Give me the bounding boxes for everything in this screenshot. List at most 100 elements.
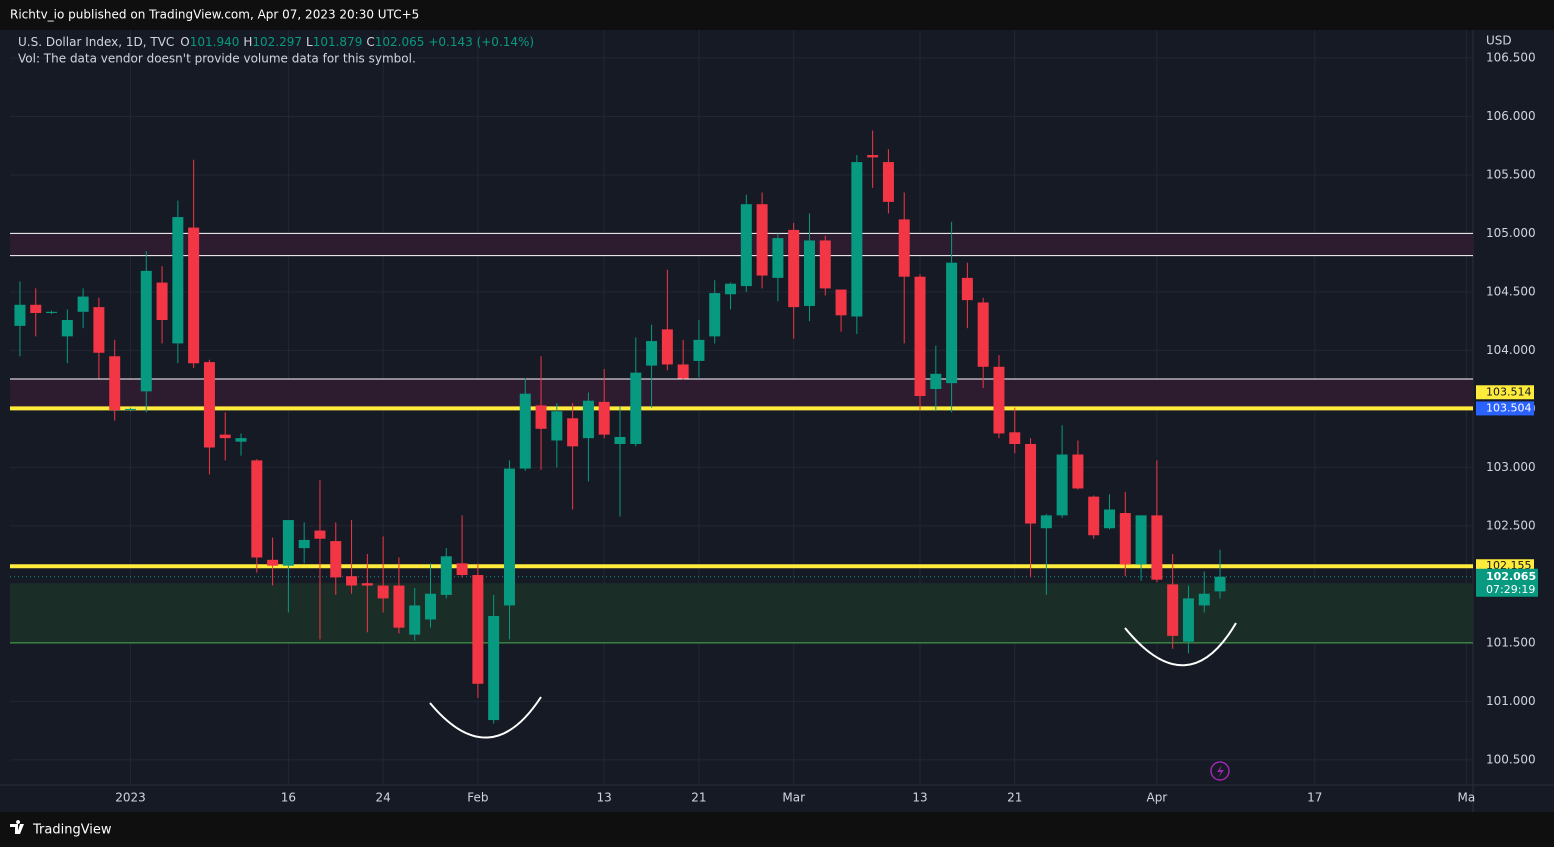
candle-body xyxy=(788,229,800,308)
candle-body xyxy=(203,362,215,448)
x-tick-label: 21 xyxy=(691,791,706,805)
candle-body xyxy=(314,530,326,539)
candle-body xyxy=(346,576,358,586)
candle-body xyxy=(598,401,610,435)
candle-body xyxy=(519,393,531,469)
candle-body xyxy=(1182,598,1194,642)
candle-body xyxy=(1135,515,1147,565)
legend-o-label: O xyxy=(180,35,189,49)
candle-body xyxy=(1025,443,1037,524)
candle-body xyxy=(61,319,73,337)
legend-o: 101.940 xyxy=(190,35,240,49)
y-tick-label: 105.000 xyxy=(1486,226,1536,240)
candle-body xyxy=(298,539,310,549)
candle-body xyxy=(882,162,894,202)
candle-body xyxy=(819,240,831,289)
candle-body xyxy=(1214,576,1226,592)
candle-body xyxy=(488,615,500,721)
y-tick-label: 106.500 xyxy=(1486,50,1536,64)
candle-body xyxy=(914,276,926,397)
candle-body xyxy=(1009,432,1021,444)
price-tag-box xyxy=(1476,401,1534,416)
y-tick-label: 100.500 xyxy=(1486,752,1536,766)
candle-body xyxy=(282,520,294,566)
candle-body xyxy=(46,311,58,313)
legend-c: 102.065 xyxy=(375,35,425,49)
arc-drawing xyxy=(429,696,542,739)
arc-drawing xyxy=(1124,622,1237,667)
candle-body xyxy=(930,373,942,390)
candle-body xyxy=(551,411,563,441)
x-tick-label: 17 xyxy=(1307,791,1322,805)
candle-body xyxy=(172,217,184,344)
x-tick-label: Mar xyxy=(782,791,805,805)
candle-body xyxy=(1056,454,1068,516)
x-tick-label: Apr xyxy=(1146,791,1167,805)
volume-note: Vol: The data vendor doesn't provide vol… xyxy=(18,52,416,66)
price-tag: 103.504 xyxy=(1476,401,1534,416)
legend-c-label: C xyxy=(366,35,374,49)
y-tick-label: 104.500 xyxy=(1486,284,1536,298)
legend-h: 102.297 xyxy=(252,35,302,49)
zone xyxy=(10,378,1473,409)
candle-body xyxy=(946,262,958,384)
candle-body xyxy=(409,605,421,635)
brand-name: TradingView xyxy=(32,823,112,838)
candle-body xyxy=(709,293,721,337)
x-tick-label: 13 xyxy=(597,791,612,805)
candle-body xyxy=(1088,496,1100,536)
candle-body xyxy=(851,162,863,317)
candle-body xyxy=(772,238,784,278)
y-tick-label: 104.000 xyxy=(1486,343,1536,357)
candle-body xyxy=(377,585,389,599)
candle-body xyxy=(898,219,910,277)
y-tick-label: 101.500 xyxy=(1486,635,1536,649)
x-tick-label: Ma xyxy=(1458,791,1476,805)
x-tick-label: Feb xyxy=(467,791,488,805)
y-tick-label: 103.000 xyxy=(1486,460,1536,474)
candle-body xyxy=(1167,584,1179,636)
candle-body xyxy=(140,270,152,392)
candle-body xyxy=(156,282,168,320)
candle-body xyxy=(1198,593,1210,606)
brand-logo[interactable]: TradingView xyxy=(10,820,112,838)
candle-body xyxy=(361,583,373,586)
y-tick-label: 105.500 xyxy=(1486,167,1536,181)
event-icon[interactable] xyxy=(1210,761,1230,781)
candle-body xyxy=(1072,454,1084,489)
candle-body xyxy=(30,304,42,313)
candle-body xyxy=(503,468,515,606)
legend-h-label: H xyxy=(243,35,252,49)
candle-body xyxy=(535,405,547,429)
candle-body xyxy=(582,400,594,439)
candle-body xyxy=(1040,515,1052,529)
footer-bar xyxy=(0,812,1554,847)
brand-icon xyxy=(10,820,24,834)
candle-body xyxy=(440,556,452,595)
candle-body xyxy=(93,307,105,353)
candle-body xyxy=(188,227,200,364)
y-tick-label: 106.000 xyxy=(1486,109,1536,123)
candle-body xyxy=(1119,513,1131,565)
candle-body xyxy=(330,541,342,578)
candle-body xyxy=(1104,509,1116,529)
candle-body xyxy=(109,356,121,411)
candle-body xyxy=(977,302,989,367)
zone xyxy=(10,583,1473,643)
candle-body xyxy=(267,559,279,566)
candle-body xyxy=(77,296,89,312)
candle-body xyxy=(867,155,879,158)
price-tag-box xyxy=(1476,385,1534,400)
legend: U.S. Dollar Index, 1D, TVC O101.940 H102.2… xyxy=(18,35,534,49)
candle-body xyxy=(677,364,689,379)
front-layer xyxy=(429,622,1237,781)
candle-body xyxy=(251,460,263,558)
event-icon-bolt xyxy=(1217,765,1224,778)
candle-body xyxy=(456,563,468,576)
candle-body xyxy=(614,436,626,444)
candle-body xyxy=(14,304,26,326)
candle-body xyxy=(740,204,752,287)
candle-body xyxy=(756,204,768,276)
candle-body xyxy=(961,277,973,301)
